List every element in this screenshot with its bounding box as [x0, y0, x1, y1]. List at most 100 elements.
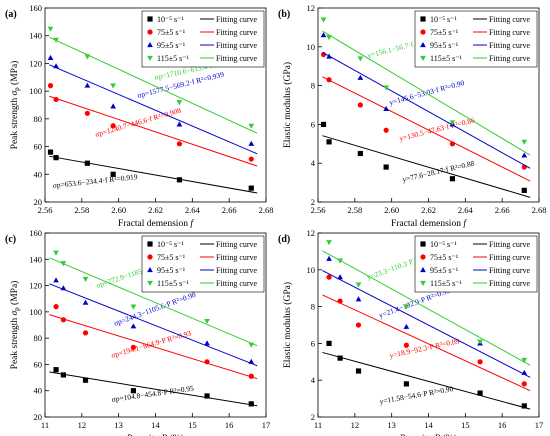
legend-series-name: 10⁻⁵ s⁻¹ [157, 15, 184, 24]
legend-fit-label: Fitting curve [216, 253, 258, 262]
series-2: σp=1577.5−569.2·f R²=0.939 [47, 54, 258, 155]
fit-equation-label: y=18.9−92.3·P R²=0.89 [389, 336, 461, 360]
legend-marker [147, 254, 153, 260]
x-tick-label: 16 [225, 420, 234, 430]
data-point [176, 100, 183, 106]
data-point [84, 82, 91, 88]
fit-line [49, 283, 258, 367]
data-point [521, 139, 528, 145]
data-point [403, 342, 409, 348]
data-point [521, 369, 528, 375]
legend-series-name: 95±5 s⁻¹ [430, 266, 459, 275]
y-tick-label: 120 [29, 58, 42, 68]
data-point [110, 123, 116, 129]
legend-series-name: 75±5 s⁻¹ [157, 253, 186, 262]
legend-fit-label: Fitting curve [216, 15, 258, 24]
x-tick-label: 14 [151, 420, 160, 430]
data-point [521, 357, 528, 363]
panel-label: (b) [278, 9, 290, 20]
data-point [383, 85, 390, 91]
legend-fit-label: Fitting curve [489, 15, 531, 24]
x-axis-label-unit: (%) [167, 433, 184, 436]
y-axis-label-text: Elastic modulus [283, 85, 293, 148]
x-axis-label-symbol: f [463, 218, 467, 229]
data-point [60, 285, 67, 291]
legend-fit-label: Fitting curve [489, 266, 531, 275]
data-point [82, 330, 89, 336]
legend-series-name: 10⁻⁵ s⁻¹ [157, 240, 184, 249]
data-point [320, 17, 327, 23]
data-point [53, 37, 59, 43]
data-point [204, 318, 210, 325]
data-point [337, 298, 343, 304]
data-point [383, 164, 389, 170]
legend-marker [147, 16, 153, 22]
legend-series-name: 95±5 s⁻¹ [430, 41, 459, 50]
legend-fit-label: Fitting curve [216, 279, 258, 288]
x-tick-label: 2.68 [259, 205, 274, 215]
legend-marker [420, 267, 426, 273]
data-point [53, 96, 59, 103]
y-axis-label-text: Peak strength [10, 96, 20, 150]
series-1: y=130.5−47.63·f R²=0.86 [320, 51, 531, 182]
x-tick-label: 2.66 [495, 205, 510, 215]
legend: 10⁻⁵ s⁻¹ Fitting curve 75±5 s⁻¹ Fitting cur… [141, 10, 265, 68]
chart-panel-b: 2.56 2.58 2.60 2.62 2.64 2.66 2.68 2 4 6 8 10 12 (b) F… [278, 3, 546, 229]
legend: 10⁻⁵ s⁻¹ Fitting curve 75±5 s⁻¹ Fitting cur… [141, 235, 265, 293]
y-tick-label: 4 [311, 158, 316, 168]
fit-equation-label: y=130.5−47.63·f R²=0.86 [398, 115, 476, 143]
data-point [176, 121, 183, 127]
data-point [477, 339, 483, 345]
data-point [110, 103, 117, 109]
legend-marker [420, 55, 426, 61]
data-point [47, 149, 54, 155]
y-tick-label: 4 [311, 375, 316, 385]
y-tick-label: 160 [29, 228, 42, 238]
legend-marker [147, 55, 153, 61]
fit-line [49, 95, 258, 167]
x-tick-label: 12 [78, 420, 87, 430]
y-axis-label: Elastic modulus (GPa) [282, 282, 293, 368]
y-tick-label: 40 [34, 386, 43, 396]
data-point [110, 83, 117, 89]
legend-fit-label: Fitting curve [489, 41, 531, 50]
x-axis-label-text: Fractal demension [118, 219, 190, 229]
x-axis-label-text: Porosity [127, 434, 161, 436]
legend-fit-label: Fitting curve [216, 41, 258, 50]
data-point [383, 127, 389, 133]
x-tick-label: 16 [498, 420, 507, 430]
x-axis-label-symbol: P [160, 434, 167, 436]
data-point [84, 54, 91, 60]
legend-series-name: 115±5 s⁻¹ [430, 279, 462, 288]
data-point [449, 141, 456, 147]
data-point [357, 102, 363, 108]
chart-panel-a: 2.56 2.58 2.60 2.62 2.64 2.66 2.68 20 40 60 80 100 1… [5, 3, 273, 229]
data-point [449, 176, 456, 182]
data-point [521, 152, 528, 158]
x-tick-label: 2.64 [185, 205, 201, 215]
data-point [355, 322, 362, 328]
data-point [82, 377, 89, 383]
legend-marker [420, 42, 426, 48]
x-tick-label: 13 [114, 420, 123, 430]
data-point [521, 187, 527, 193]
y-tick-label: 100 [29, 86, 42, 96]
data-point [53, 155, 59, 161]
legend-marker [147, 267, 153, 273]
data-point [326, 274, 332, 280]
data-point [248, 185, 254, 191]
x-tick-label: 17 [535, 420, 544, 430]
legend-marker [420, 280, 426, 286]
legend-fit-label: Fitting curve [489, 240, 531, 249]
legend-marker [147, 280, 153, 286]
legend-series-name: 115±5 s⁻¹ [430, 54, 462, 63]
x-tick-label: 11 [41, 420, 49, 430]
fit-equation-label: σp=1240.7−446.6·f R²=0.908 [94, 106, 182, 139]
x-tick-label: 2.56 [311, 205, 326, 215]
x-axis-label: Porosity P (%) [127, 433, 184, 436]
fit-equation-label: σp=244.3−1105.6·P R²=0.98 [113, 290, 197, 328]
x-axis-label-text: Fractal demension [391, 219, 463, 229]
legend-fit-label: Fitting curve [216, 54, 258, 63]
legend-marker [147, 42, 153, 48]
data-point [403, 304, 410, 310]
